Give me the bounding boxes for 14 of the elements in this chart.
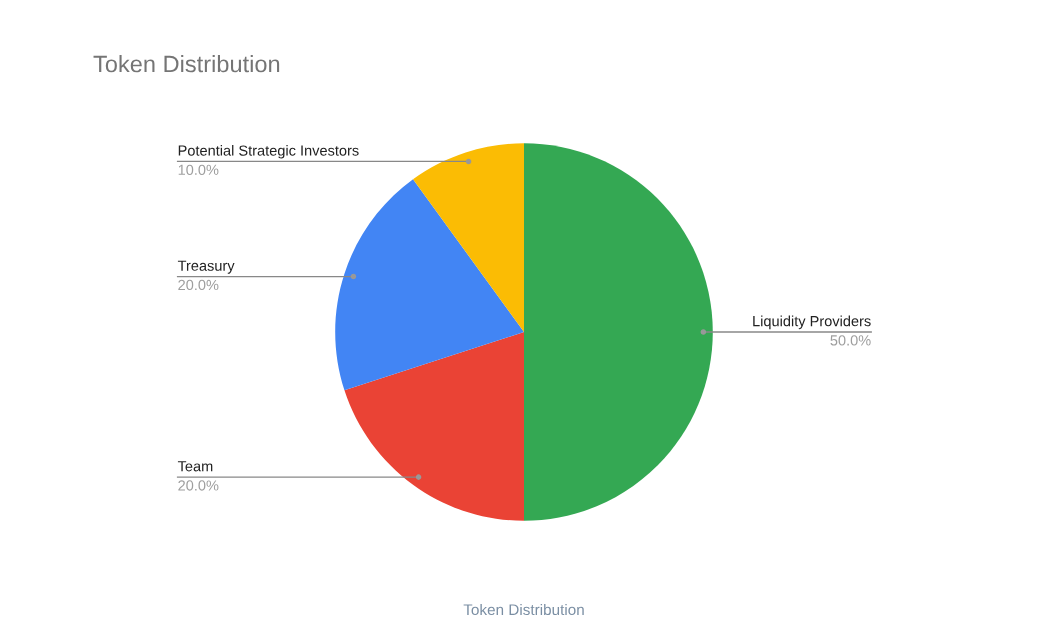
pie-slice bbox=[413, 143, 524, 332]
data-label: 20.0% bbox=[178, 279, 219, 291]
slice-label: Team bbox=[177, 461, 213, 472]
text: Token Distribution bbox=[463, 603, 584, 616]
slice-label: Potential Strategic Investors bbox=[178, 144, 359, 159]
pie-slice bbox=[344, 332, 524, 521]
slice-label: Liquidity Providers bbox=[753, 315, 871, 330]
slice-label: Treasury bbox=[177, 260, 235, 274]
pie-slice bbox=[335, 179, 524, 391]
chart-title: Token Distribution bbox=[93, 55, 280, 73]
pie-slice bbox=[524, 143, 713, 521]
data-label: 20.0% bbox=[178, 480, 219, 491]
data-label: 10.0% bbox=[178, 164, 219, 175]
data-label: 50.0% bbox=[830, 335, 871, 346]
